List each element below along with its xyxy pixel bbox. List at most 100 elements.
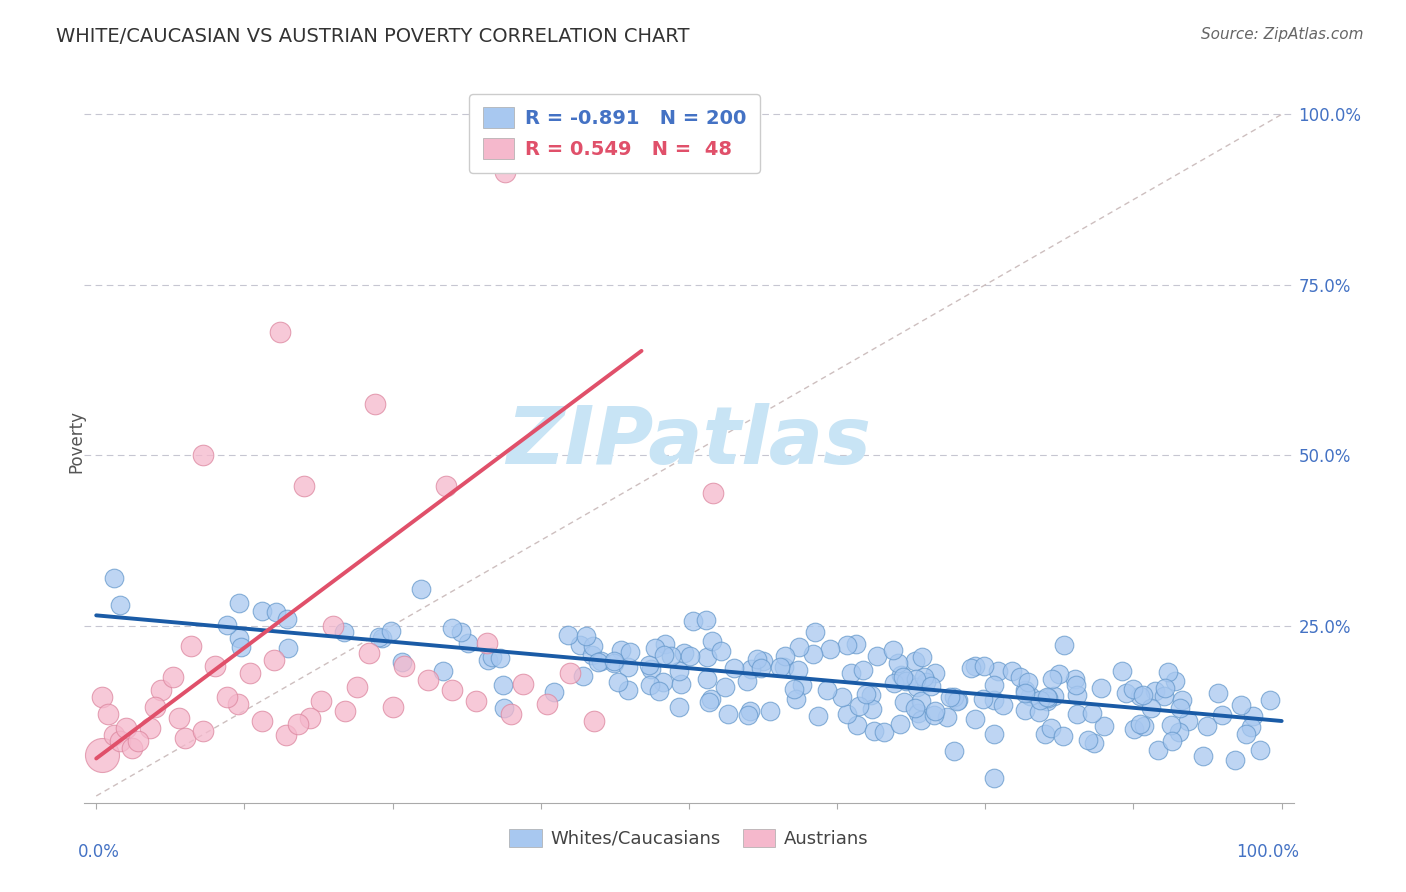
Point (501, 707, 523, 722)
Point (911, 650, 934, 665)
Point (409, 582, 432, 596)
Point (1123, 722, 1146, 736)
Point (228, 697, 250, 711)
Point (894, 673, 917, 688)
Point (866, 649, 889, 664)
Point (904, 672, 927, 686)
Point (103, 571, 125, 585)
Point (668, 665, 690, 679)
Point (1157, 665, 1180, 680)
Point (1064, 672, 1087, 686)
Point (138, 721, 160, 735)
Point (882, 643, 904, 657)
Point (215, 690, 238, 705)
Point (91, 690, 114, 705)
Point (371, 632, 394, 646)
Point (1052, 729, 1074, 743)
Point (586, 655, 609, 669)
Point (364, 397, 387, 411)
Point (434, 479, 457, 493)
Point (943, 690, 966, 705)
Point (603, 656, 626, 670)
Point (773, 648, 796, 663)
Legend: Whites/Caucasians, Austrians: Whites/Caucasians, Austrians (502, 822, 876, 855)
Point (103, 728, 125, 742)
Point (603, 654, 626, 668)
Point (835, 638, 858, 652)
Point (862, 723, 884, 738)
Point (790, 678, 813, 692)
Point (759, 704, 782, 718)
Point (852, 663, 875, 677)
Point (494, 165, 516, 179)
Point (659, 649, 682, 664)
Point (418, 673, 440, 687)
Point (651, 674, 673, 689)
Point (1066, 688, 1088, 702)
Point (322, 618, 344, 632)
Point (512, 676, 534, 690)
Point (752, 654, 775, 668)
Point (700, 634, 723, 648)
Point (1033, 727, 1056, 741)
Point (1225, 753, 1247, 767)
Point (787, 640, 810, 655)
Point (787, 664, 810, 678)
Point (581, 648, 603, 662)
Point (983, 693, 1005, 707)
Point (983, 727, 1005, 741)
Point (679, 649, 702, 664)
Point (492, 678, 515, 692)
Point (311, 693, 333, 707)
Point (108, 734, 131, 748)
Point (571, 668, 593, 682)
Point (717, 706, 740, 721)
Point (180, 639, 202, 653)
Point (263, 653, 285, 667)
Point (575, 629, 598, 643)
Point (835, 707, 858, 722)
Point (1035, 694, 1057, 708)
Point (702, 485, 724, 500)
Point (848, 699, 870, 714)
Point (1249, 743, 1271, 757)
Point (700, 692, 723, 706)
Point (191, 448, 214, 462)
Point (965, 712, 987, 726)
Point (1014, 686, 1036, 700)
Point (591, 653, 613, 667)
Point (943, 744, 966, 758)
Point (904, 654, 927, 668)
Point (1066, 706, 1088, 721)
Point (652, 648, 675, 662)
Point (647, 683, 669, 698)
Point (269, 326, 291, 340)
Point (1081, 706, 1104, 720)
Point (695, 613, 717, 627)
Point (1053, 639, 1076, 653)
Point (893, 695, 915, 709)
Point (543, 685, 565, 699)
Point (191, 724, 214, 739)
Point (1153, 689, 1175, 703)
Point (287, 717, 309, 731)
Point (946, 694, 969, 708)
Point (785, 691, 807, 706)
Point (1115, 686, 1137, 700)
Point (619, 645, 641, 659)
Point (904, 701, 927, 715)
Point (883, 676, 905, 690)
Point (991, 698, 1014, 713)
Point (920, 679, 942, 693)
Point (228, 596, 250, 610)
Point (1160, 734, 1182, 748)
Point (696, 650, 718, 665)
Point (1177, 714, 1199, 728)
Point (1132, 689, 1154, 703)
Point (346, 680, 368, 694)
Point (737, 708, 759, 723)
Point (274, 728, 297, 742)
Point (769, 659, 792, 673)
Point (910, 714, 932, 728)
Point (1160, 718, 1182, 732)
